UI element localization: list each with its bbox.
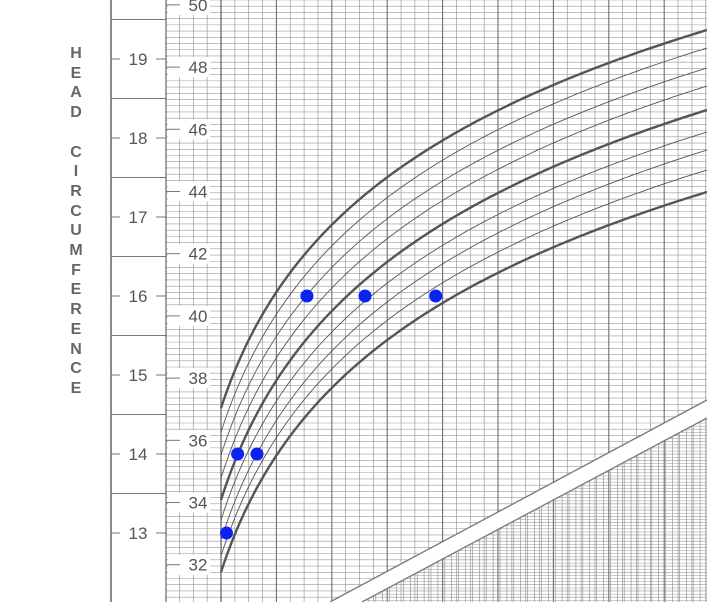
inch-tick-label: 17 xyxy=(129,208,148,227)
cm-tick-label: 42 xyxy=(189,245,208,264)
cm-label-bg xyxy=(168,0,210,15)
cm-tick-label: 32 xyxy=(189,556,208,575)
inch-tick-label: 16 xyxy=(129,287,148,306)
inch-label-bg xyxy=(120,49,156,69)
percentile-curve xyxy=(220,47,707,433)
cm-tick-label: 46 xyxy=(189,120,208,139)
percentile-curve xyxy=(220,149,707,541)
cm-tick-label: 34 xyxy=(189,494,208,513)
inch-tick-label: 18 xyxy=(129,129,148,148)
inch-label-bg xyxy=(120,207,156,227)
percentile-curve xyxy=(219,28,707,409)
percentile-curve xyxy=(220,85,707,479)
cm-tick-label: 44 xyxy=(189,182,208,201)
percentile-curve xyxy=(220,67,707,456)
inch-tick-label: 14 xyxy=(129,445,148,464)
cm-label-bg xyxy=(168,181,210,202)
inch-label-bg xyxy=(120,523,156,543)
y-axis-title: H E A D C I R C U M F E R E N C E xyxy=(69,45,83,397)
cm-label-bg xyxy=(168,492,210,513)
inch-label-bg xyxy=(120,365,156,385)
inch-tick-label: 15 xyxy=(129,366,148,385)
percentile-curves xyxy=(219,28,707,573)
cm-tick-label: 48 xyxy=(189,58,208,77)
cm-label-bg xyxy=(168,430,210,451)
data-point xyxy=(358,289,372,303)
inch-tick-label: 13 xyxy=(129,524,148,543)
data-points xyxy=(220,289,443,540)
chart-grid xyxy=(166,0,707,602)
inch-label-bg xyxy=(120,128,156,148)
cm-tick-label: 40 xyxy=(189,307,208,326)
percentile-curve xyxy=(219,108,707,501)
data-point xyxy=(231,447,245,461)
inch-label-bg xyxy=(120,444,156,464)
band-edge-upper xyxy=(329,399,707,602)
cm-tick-label: 36 xyxy=(189,431,208,450)
cm-label-bg xyxy=(168,57,210,78)
cm-label-bg xyxy=(168,305,210,326)
percentile-curve xyxy=(219,190,707,573)
inch-label-bg xyxy=(120,286,156,306)
cm-label-bg xyxy=(168,368,210,389)
cm-label-bg xyxy=(168,119,210,140)
data-point xyxy=(220,526,233,540)
cm-label-bg xyxy=(168,243,210,264)
y-axes: 13 14 15 16 17 18 19 32 34 36 38 40 42 44 46 48 50 xyxy=(110,0,210,602)
data-point xyxy=(300,289,314,303)
percentile-curve xyxy=(220,169,707,557)
cm-tick-label: 50 xyxy=(189,0,208,15)
inch-tick-label: 19 xyxy=(129,50,148,69)
cm-tick-label: 38 xyxy=(189,369,208,388)
cm-label-bg xyxy=(168,554,210,575)
percentile-curve xyxy=(220,131,707,521)
data-point xyxy=(250,447,264,461)
data-point xyxy=(429,289,443,303)
weight-length-region xyxy=(329,399,707,602)
